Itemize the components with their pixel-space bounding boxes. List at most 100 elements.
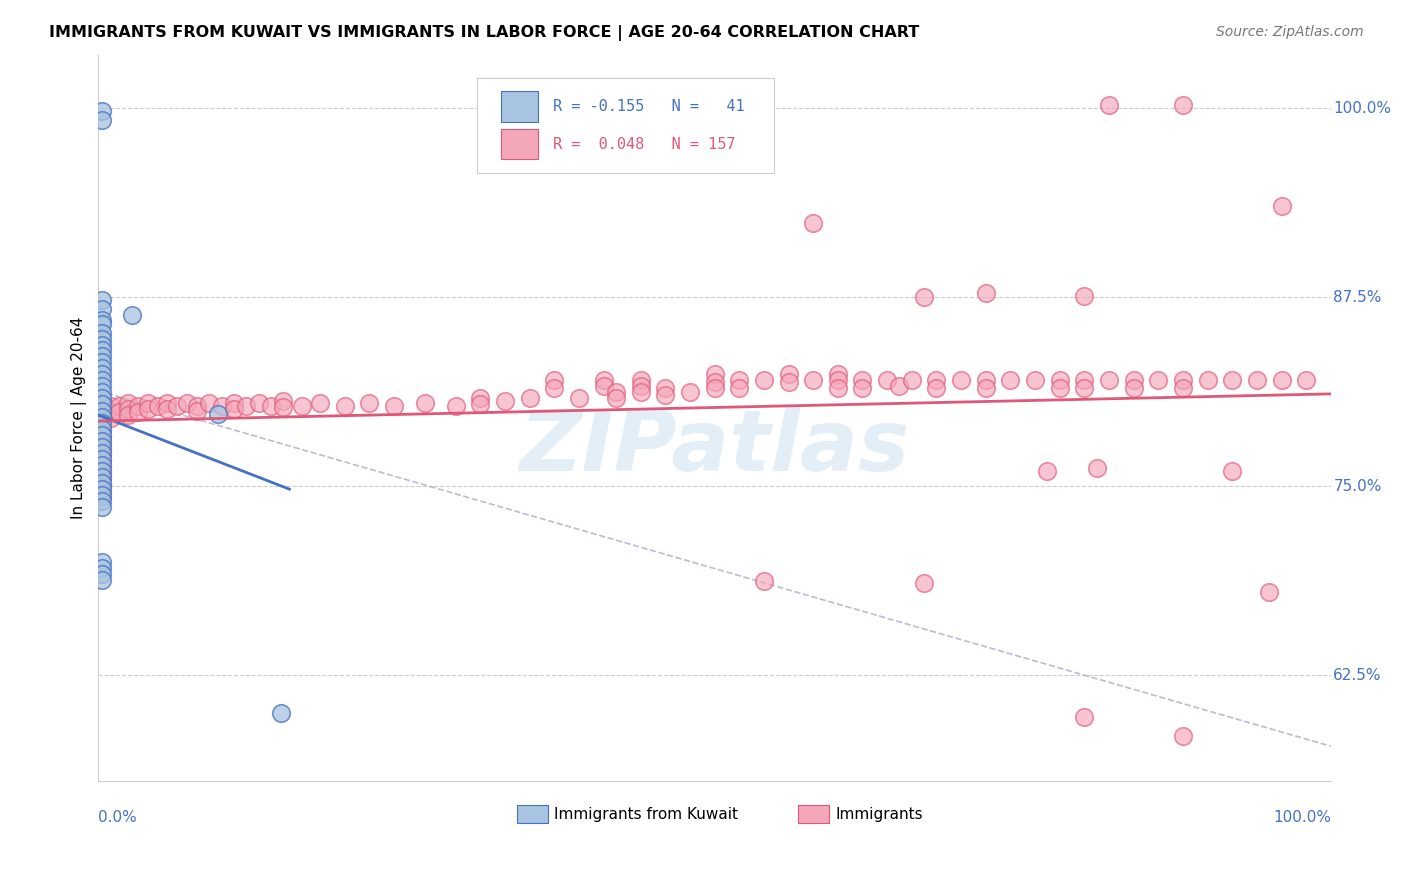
Point xyxy=(91,466,114,480)
Point xyxy=(91,361,114,376)
Point xyxy=(679,385,702,400)
Point xyxy=(592,379,614,393)
Point xyxy=(91,422,114,436)
Point xyxy=(1073,381,1095,395)
Point xyxy=(117,402,139,417)
Point xyxy=(91,355,114,369)
Point xyxy=(91,573,114,587)
Text: 100.0%: 100.0% xyxy=(1333,101,1392,116)
Point xyxy=(117,396,139,410)
Point xyxy=(136,396,159,410)
Point xyxy=(91,104,114,119)
Point xyxy=(333,399,356,413)
Point xyxy=(108,399,131,413)
Point xyxy=(100,411,122,425)
Point xyxy=(1220,373,1243,387)
Point xyxy=(146,399,169,413)
Point xyxy=(876,373,898,387)
Point xyxy=(1147,373,1170,387)
Point xyxy=(121,308,143,322)
Point xyxy=(91,385,114,400)
Point xyxy=(568,392,591,406)
Point xyxy=(444,399,467,413)
Point xyxy=(91,318,114,332)
Point xyxy=(1000,373,1022,387)
Point xyxy=(186,403,208,417)
Point xyxy=(136,402,159,417)
Point xyxy=(211,399,233,413)
Text: R =  0.048   N = 157: R = 0.048 N = 157 xyxy=(553,136,735,152)
Point xyxy=(247,396,270,410)
Point xyxy=(91,368,114,382)
Point xyxy=(519,392,541,406)
Point xyxy=(91,349,114,363)
Point xyxy=(91,442,114,456)
Point xyxy=(91,411,114,425)
Point xyxy=(1073,373,1095,387)
Text: Immigrants: Immigrants xyxy=(835,806,922,822)
Point xyxy=(925,373,948,387)
Point xyxy=(100,399,122,413)
Point xyxy=(91,464,114,478)
Point xyxy=(91,488,114,502)
Point xyxy=(186,399,208,413)
Point xyxy=(950,373,973,387)
Point xyxy=(1171,729,1194,743)
Point xyxy=(91,326,114,341)
Point xyxy=(1024,373,1046,387)
Point xyxy=(91,476,114,491)
Point xyxy=(912,290,935,304)
Point xyxy=(974,373,997,387)
FancyBboxPatch shape xyxy=(517,805,548,823)
Point xyxy=(827,381,849,395)
Point xyxy=(728,381,751,395)
Point xyxy=(1122,381,1144,395)
Text: IMMIGRANTS FROM KUWAIT VS IMMIGRANTS IN LABOR FORCE | AGE 20-64 CORRELATION CHAR: IMMIGRANTS FROM KUWAIT VS IMMIGRANTS IN … xyxy=(49,25,920,41)
Point xyxy=(703,375,725,389)
Point xyxy=(359,396,381,410)
Point xyxy=(91,446,114,460)
Point xyxy=(91,490,114,504)
Point xyxy=(851,373,873,387)
Point xyxy=(91,373,114,387)
Point xyxy=(91,477,114,491)
Point xyxy=(91,494,114,508)
Point xyxy=(91,343,114,357)
Point xyxy=(108,405,131,419)
Point xyxy=(271,394,294,409)
Text: 75.0%: 75.0% xyxy=(1333,479,1382,493)
Point xyxy=(291,399,314,413)
Point xyxy=(1049,381,1071,395)
Point xyxy=(260,399,283,413)
Point xyxy=(127,399,149,413)
Point xyxy=(91,566,114,581)
Point xyxy=(778,368,800,382)
Point xyxy=(91,379,114,393)
Point xyxy=(91,293,114,307)
Point xyxy=(91,561,114,575)
Point xyxy=(207,407,229,421)
FancyBboxPatch shape xyxy=(502,128,538,160)
Text: 100.0%: 100.0% xyxy=(1272,810,1331,825)
Point xyxy=(91,472,114,486)
Point xyxy=(630,373,652,387)
Point xyxy=(1049,373,1071,387)
Point xyxy=(801,373,824,387)
Point xyxy=(91,416,114,430)
Point xyxy=(827,368,849,382)
Point xyxy=(91,405,114,419)
Point xyxy=(91,312,114,326)
Text: Source: ZipAtlas.com: Source: ZipAtlas.com xyxy=(1216,25,1364,39)
Point xyxy=(91,453,114,467)
Point xyxy=(1171,381,1194,395)
Point xyxy=(494,394,516,409)
FancyBboxPatch shape xyxy=(799,805,830,823)
Point xyxy=(91,397,114,411)
FancyBboxPatch shape xyxy=(477,78,773,173)
Point xyxy=(156,396,179,410)
Point xyxy=(91,440,114,454)
Point xyxy=(1098,373,1121,387)
Point xyxy=(198,396,221,410)
Point xyxy=(778,375,800,389)
Point xyxy=(592,373,614,387)
